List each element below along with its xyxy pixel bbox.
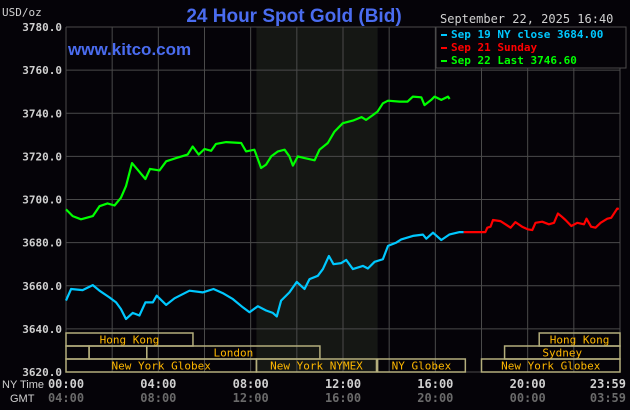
x-tick-label-gmt: 04:00 xyxy=(48,391,84,405)
series-line-1 xyxy=(463,207,620,234)
y-tick-label: 3760.0 xyxy=(22,64,62,77)
y-tick-label: 3740.0 xyxy=(22,107,62,120)
y-tick-label: 3780.0 xyxy=(22,21,62,34)
legend-swatch xyxy=(441,47,447,49)
price-series xyxy=(64,95,620,321)
y-tick-label: 3700.0 xyxy=(22,194,62,207)
y-axis-label: USD/oz xyxy=(2,6,42,19)
x-axis: NY Time GMT 00:0004:0004:0008:0008:0012:… xyxy=(2,377,626,405)
y-tick-label: 3660.0 xyxy=(22,280,62,293)
x-tick-label-ny: 20:00 xyxy=(510,377,546,391)
timestamp: September 22, 2025 16:40 xyxy=(440,12,613,26)
session-bar xyxy=(376,358,467,373)
series-line-0 xyxy=(64,231,464,321)
session-label: Hong Kong xyxy=(550,334,610,347)
session-label: New York NYMEX xyxy=(270,360,363,373)
legend-swatch xyxy=(441,60,447,62)
legend-entry: Sep 19 NY close 3684.00 xyxy=(451,28,603,41)
ny-time-row-label: NY Time xyxy=(2,379,44,391)
session-bar xyxy=(88,345,148,360)
x-tick-label-gmt: 08:00 xyxy=(140,391,176,405)
x-tick-label-ny: 00:00 xyxy=(48,377,84,391)
session-label: New York Globex xyxy=(112,360,212,373)
x-tick-label-gmt: 20:00 xyxy=(417,391,453,405)
session-bar xyxy=(65,345,90,360)
gmt-row-label: GMT xyxy=(10,393,35,405)
x-tick-label-ny: 12:00 xyxy=(325,377,361,391)
y-tick-label: 3680.0 xyxy=(22,237,62,250)
legend-entry: Sep 21 Sunday xyxy=(451,41,537,54)
series-line-2 xyxy=(65,95,451,221)
x-tick-label-gmt: 00:00 xyxy=(510,391,546,405)
session-label: London xyxy=(213,347,253,360)
x-tick-label-gmt: 12:00 xyxy=(233,391,269,405)
x-tick-label-ny: 04:00 xyxy=(140,377,176,391)
y-tick-label: 3640.0 xyxy=(22,323,62,336)
x-tick-label-ny: 23:59 xyxy=(590,377,626,391)
session-label: New York Globex xyxy=(501,360,601,373)
session-label: Sydney xyxy=(542,347,582,360)
kitco-watermark: www.kitco.com xyxy=(67,40,191,59)
session-bar xyxy=(480,358,621,373)
legend-box xyxy=(435,26,627,69)
x-tick-label-ny: 08:00 xyxy=(233,377,269,391)
legend-swatch xyxy=(441,34,447,36)
y-tick-label: 3620.0 xyxy=(22,366,62,379)
y-tick-label: 3720.0 xyxy=(22,150,62,163)
legend-entry: Sep 22 Last 3746.60 xyxy=(451,54,577,67)
x-tick-label-gmt: 16:00 xyxy=(325,391,361,405)
chart-title: 24 Hour Spot Gold (Bid) xyxy=(186,6,401,27)
session-label: NY Globex xyxy=(392,360,452,373)
session-label: Hong Kong xyxy=(100,334,160,347)
x-tick-label-ny: 16:00 xyxy=(417,377,453,391)
grid-lines xyxy=(65,26,621,373)
x-tick-label-gmt: 03:59 xyxy=(590,391,626,405)
session-bar xyxy=(255,358,378,373)
y-axis: USD/oz 3780.0 3760.0 3740.0 3720.0 3700.0 368… xyxy=(2,6,62,379)
